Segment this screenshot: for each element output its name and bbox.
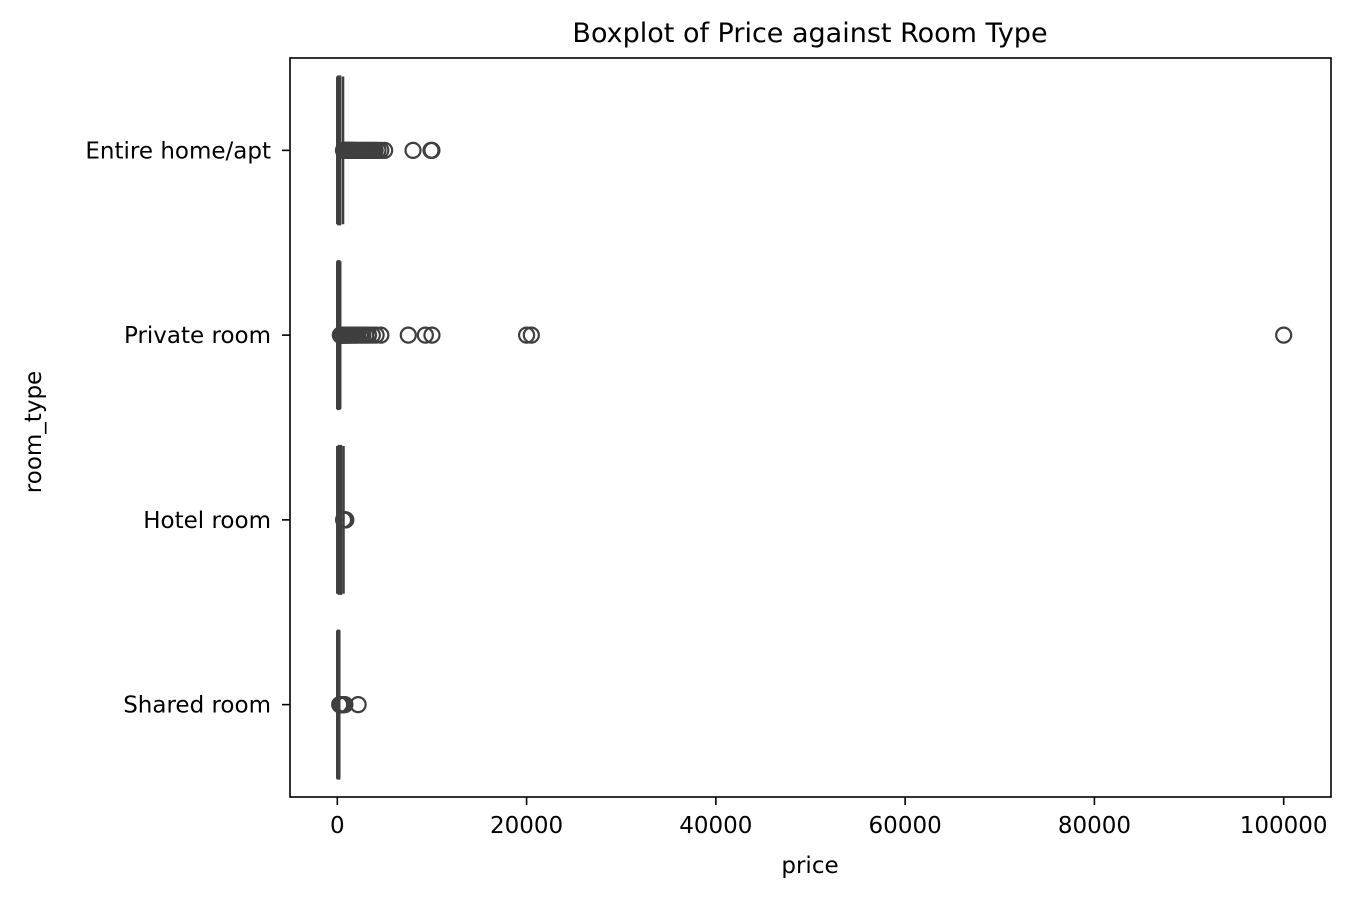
outlier-point <box>1275 326 1293 344</box>
x-tick-label: 20000 <box>490 813 563 839</box>
outlier-point <box>337 511 355 529</box>
outlier-point <box>372 326 390 344</box>
y-axis-label: room_type <box>21 371 47 493</box>
x-axis-label: price <box>781 853 838 879</box>
outlier-point <box>399 326 417 344</box>
outlier-point <box>349 696 367 714</box>
y-axis: Entire home/apt Private room Hotel room Sha… <box>85 138 290 719</box>
outlier-point <box>517 326 536 344</box>
x-axis: 0 20000 40000 60000 80000 100000 <box>330 797 1328 839</box>
y-tick-label: Shared room <box>123 693 271 719</box>
outlier-point <box>376 141 394 159</box>
y-tick-label: Private room <box>124 323 271 349</box>
outlier-point <box>336 696 354 714</box>
x-tick-label: 60000 <box>869 813 942 839</box>
y-tick-label: Hotel room <box>143 508 271 534</box>
box-group <box>334 75 441 226</box>
y-tick-label: Entire home/apt <box>85 138 271 164</box>
box-group <box>334 444 355 595</box>
chart-title: Boxplot of Price against Room Type <box>572 18 1047 49</box>
x-tick-label: 40000 <box>679 813 752 839</box>
x-tick-label: 80000 <box>1058 813 1131 839</box>
box-group <box>331 260 1293 411</box>
x-tick-label: 0 <box>330 813 345 839</box>
plot-area <box>331 75 1293 780</box>
outlier-point <box>416 326 434 344</box>
outlier-point <box>367 326 385 344</box>
outlier-point <box>423 326 441 344</box>
outlier-point <box>404 141 422 159</box>
axes-frame <box>289 57 1332 798</box>
x-tick-label: 100000 <box>1240 813 1328 839</box>
outlier-point <box>423 141 441 159</box>
box-group <box>331 629 367 780</box>
outlier-point <box>522 326 540 344</box>
